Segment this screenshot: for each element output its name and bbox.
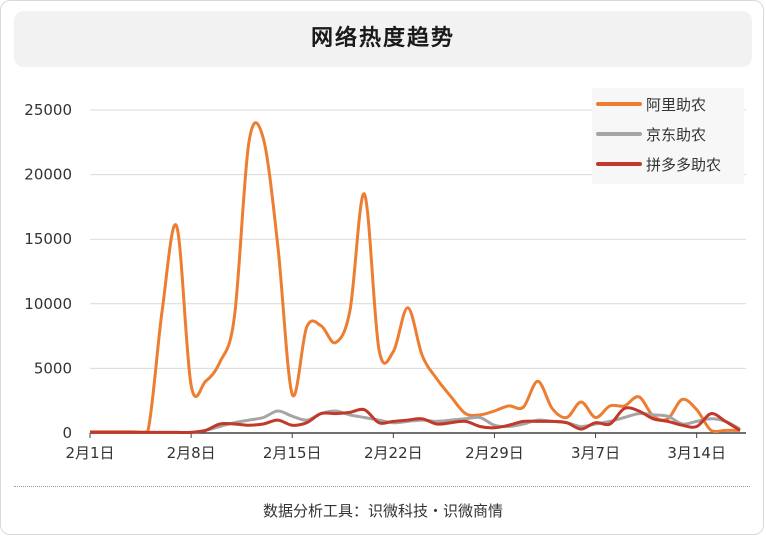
x-tick-label: 2月1日 bbox=[65, 444, 114, 462]
y-tick-label: 20000 bbox=[24, 166, 72, 184]
x-tick-label: 3月7日 bbox=[571, 444, 620, 462]
x-tick-label: 2月22日 bbox=[364, 444, 423, 462]
y-tick-label: 5000 bbox=[34, 359, 72, 377]
y-tick-label: 0 bbox=[62, 424, 72, 442]
series-lines bbox=[89, 121, 741, 435]
x-tick-label: 2月15日 bbox=[263, 444, 322, 462]
chart-title: 网络热度趋势 bbox=[310, 26, 455, 51]
legend-item-alibaba: 阿里助农 bbox=[646, 96, 706, 114]
y-tick-label: 15000 bbox=[24, 230, 72, 248]
legend-item-jd: 京东助农 bbox=[646, 126, 706, 144]
x-axis-ticks: 2月1日 2月8日 2月15日 2月22日 2月29日 3月7日 3月14日 bbox=[65, 433, 726, 462]
x-tick-label: 2月29日 bbox=[465, 444, 524, 462]
series-line-alibaba bbox=[89, 121, 740, 434]
title-bar: 网络热度趋势 bbox=[14, 11, 752, 67]
y-tick-label: 10000 bbox=[24, 295, 72, 313]
y-axis-ticks: 0 5000 10000 15000 20000 25000 bbox=[24, 101, 72, 442]
x-tick-label: 2月8日 bbox=[167, 444, 216, 462]
legend-item-pinduoduo: 拼多多助农 bbox=[646, 156, 721, 174]
x-tick-label: 3月14日 bbox=[667, 444, 726, 462]
y-tick-label: 25000 bbox=[24, 101, 72, 119]
footer-divider bbox=[14, 486, 750, 487]
series-line-pinduoduo bbox=[89, 406, 741, 435]
footer-source: 数据分析工具：识微科技・识微商情 bbox=[262, 502, 503, 520]
